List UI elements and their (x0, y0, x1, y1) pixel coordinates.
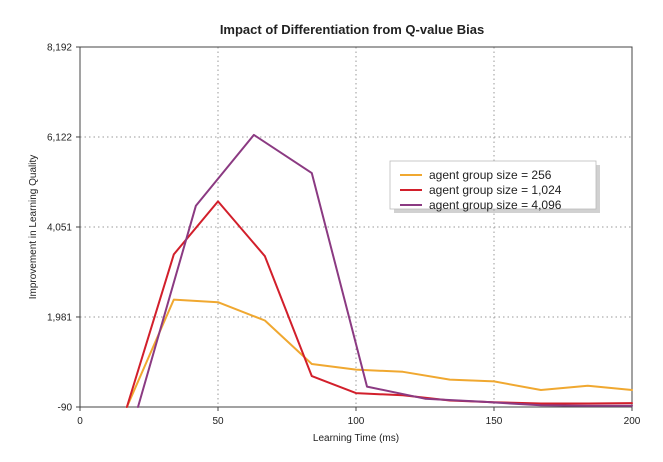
y-tick-label: 4,051 (47, 223, 72, 234)
x-tick-label: 200 (624, 416, 641, 427)
x-tick-label: 100 (348, 416, 365, 427)
y-tick-label: 8,192 (47, 43, 72, 54)
series-group (125, 133, 633, 408)
legend-box (389, 160, 597, 210)
legend-label-1: agent group size = 256 (429, 168, 552, 182)
x-tick-label: 0 (77, 416, 83, 427)
legend-label-3: agent group size = 4,096 (429, 198, 562, 212)
series-line-2 (125, 200, 633, 408)
x-tick-label: 150 (486, 416, 503, 427)
legend-label-2: agent group size = 1,024 (429, 183, 562, 197)
chart-title: Impact of Differentiation from Q-value B… (220, 22, 484, 37)
y-tick-label: 1,981 (47, 312, 72, 323)
y-tick-label: 6,122 (47, 132, 72, 143)
series-line-3 (137, 133, 633, 408)
series-line-1 (125, 298, 633, 408)
y-tick-label: -90 (58, 403, 73, 414)
x-tick-label: 50 (212, 416, 224, 427)
axis-ticks: 0 50 100 150 200 -90 1,981 4,051 6,122 8,192 (47, 43, 641, 428)
x-axis-label: Learning Time (ms) (313, 433, 399, 444)
y-axis-label: Improvement in Learning Quality (28, 155, 39, 300)
grid (80, 47, 632, 407)
